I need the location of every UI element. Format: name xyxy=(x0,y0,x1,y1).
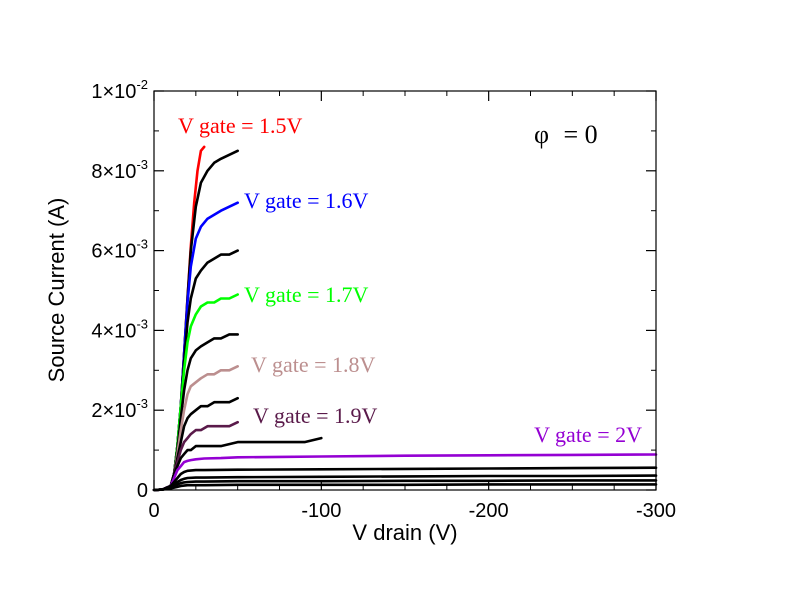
x-axis-title: V drain (V) xyxy=(352,520,457,545)
series-line-2v xyxy=(152,453,658,492)
x-tick-label: -200 xyxy=(469,500,509,522)
y-tick-label: 1×10-2 xyxy=(91,77,148,103)
series-layer xyxy=(152,145,658,492)
y-tick-label: 2×10-3 xyxy=(91,396,148,422)
y-tick-label: 4×10-3 xyxy=(91,316,148,342)
tick-layer: 0 -100 -200 -300 0 2×10-3 4×10-3 6×10-3 8×10-3 1×… xyxy=(91,77,676,522)
phi-value: = 0 xyxy=(557,120,598,149)
series-label-1-8v: V gate = 1.8V xyxy=(251,352,376,377)
series-label-layer: V gate = 1.5V V gate = 1.6V V gate = 1.7V V… xyxy=(178,113,642,447)
y-axis-title: Source Current (A) xyxy=(44,198,69,383)
phi-annotation: φ = 0 xyxy=(534,120,598,149)
phi-symbol: φ xyxy=(534,120,549,149)
series-label-1-7v: V gate = 1.7V xyxy=(244,282,369,307)
x-tick-label: -100 xyxy=(301,500,341,522)
series-label-1-9v: V gate = 1.9V xyxy=(253,403,378,428)
y-tick-label: 6×10-3 xyxy=(91,237,148,263)
series-label-2v: V gate = 2V xyxy=(534,422,642,447)
series-line-unlabeled-9 xyxy=(152,483,658,492)
y-tick-label: 8×10-3 xyxy=(91,157,148,183)
series-label-1-6v: V gate = 1.6V xyxy=(244,188,369,213)
x-tick-label: 0 xyxy=(148,500,159,522)
x-tick-label: -300 xyxy=(636,500,676,522)
series-label-1-5v: V gate = 1.5V xyxy=(178,113,303,138)
y-tick-label: 0 xyxy=(137,480,148,502)
